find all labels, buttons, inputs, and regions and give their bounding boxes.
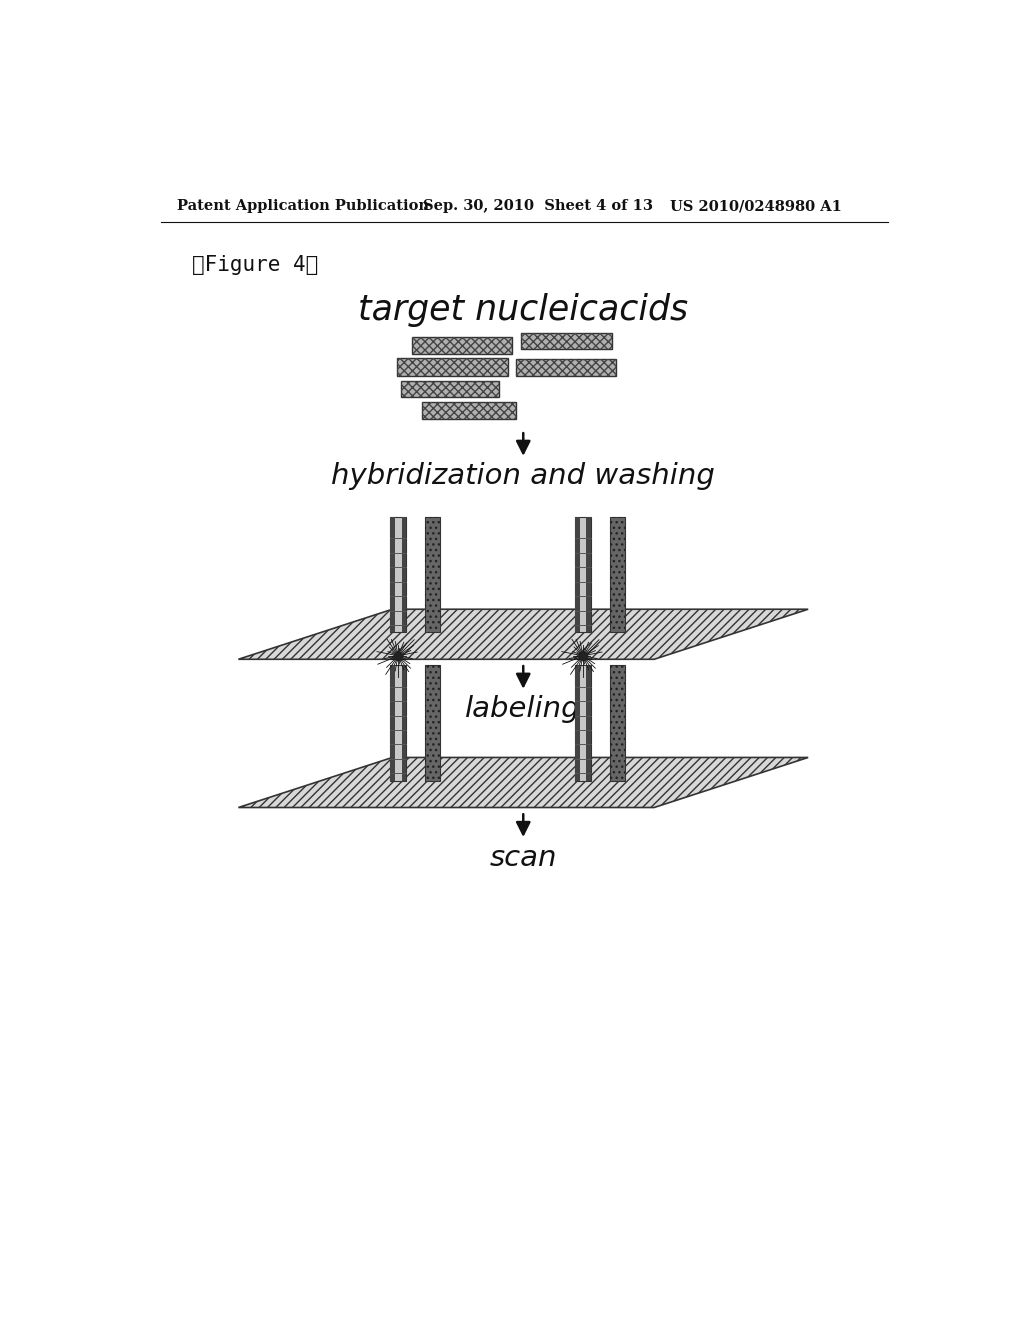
Bar [425,665,440,780]
Bar [396,358,508,376]
Bar [610,665,626,780]
Text: 『Figure 4』: 『Figure 4』 [193,255,318,275]
Bar [516,359,616,376]
Text: hybridization and washing: hybridization and washing [332,462,715,491]
Bar [425,517,440,632]
Bar [400,381,500,397]
Bar [400,381,500,397]
Bar [422,403,516,420]
Text: US 2010/0248980 A1: US 2010/0248980 A1 [670,199,842,213]
Text: Patent Application Publication: Patent Application Publication [177,199,429,213]
Bar [575,665,580,780]
Bar [390,517,406,632]
Bar [401,665,406,780]
Bar [412,337,512,354]
Text: labeling: labeling [466,696,581,723]
Bar [575,665,591,780]
Polygon shape [239,610,808,659]
Bar [587,517,591,632]
Bar [516,359,616,376]
Polygon shape [239,758,808,808]
Bar [390,517,394,632]
Bar [575,517,591,632]
Bar [425,517,440,632]
Bar [401,517,406,632]
Text: Sep. 30, 2010  Sheet 4 of 13: Sep. 30, 2010 Sheet 4 of 13 [423,199,653,213]
Bar [390,665,406,780]
Bar [521,333,611,348]
Bar [521,333,611,348]
Bar [390,665,394,780]
Bar [422,403,516,420]
Bar [610,665,626,780]
Bar [587,665,591,780]
Bar [610,517,626,632]
Bar [396,358,508,376]
Bar [610,517,626,632]
Bar [412,337,512,354]
Text: target nucleicacids: target nucleicacids [358,293,688,327]
Bar [575,517,580,632]
Text: scan: scan [489,843,557,871]
Bar [425,665,440,780]
